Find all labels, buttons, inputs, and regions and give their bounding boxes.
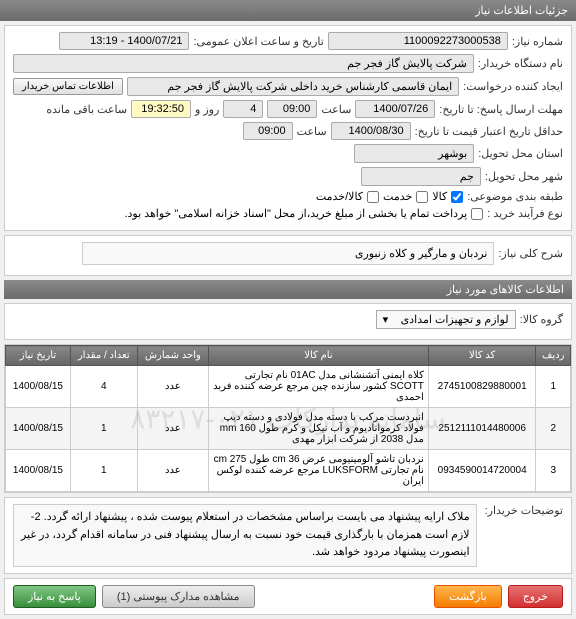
table-cell: انبردست مرکب با دسته مدل فولادی و دسته د… [209,408,429,450]
notes-label: توضیحات خریدار: [485,504,563,567]
table-cell: کلاه ایمنی آتشنشانی مدل 01AC نام تجارتی … [209,366,429,408]
validity-label: حداقل تاریخ اعتبار قیمت تا تاریخ: [415,125,563,138]
validity-date: 1400/08/30 [331,122,411,140]
col-qty: تعداد / مقدار [70,346,137,366]
bottom-bar: خروج بازگشت مشاهده مدارک پیوستی (1) پاسخ… [4,578,572,615]
requester-value: ایمان قاسمی کارشناس خرید داخلی شرکت پالا… [127,77,459,96]
city-label: شهر محل تحویل: [485,170,563,183]
announce-value: 1400/07/21 - 13:19 [59,32,189,50]
desc-box: شرح کلی نیاز: نردبان و مارگیر و کلاه زنب… [4,235,572,276]
cat-goods-checkbox[interactable] [451,191,463,203]
process-checkbox[interactable] [471,208,483,220]
deadline-label: مهلت ارسال پاسخ: تا تاریخ: [439,103,563,116]
panel-header: جزئیات اطلاعات نیاز [0,0,576,21]
cat-service-checkbox[interactable] [416,191,428,203]
form-section: شماره نیاز: 1100092273000538 تاریخ و ساع… [4,25,572,231]
table-header-row: ردیف کد کالا نام کالا واحد شمارش تعداد /… [6,346,571,366]
group-select[interactable]: لوازم و تجهیزات امدادی ▾ [376,310,516,329]
city-value: جم [361,167,481,186]
answer-button[interactable]: پاسخ به نیاز [13,585,96,608]
province-value: بوشهر [354,144,474,163]
table-cell: 1 [70,450,137,492]
time-remaining: 19:32:50 [131,100,191,118]
time-label-2: ساعت [297,125,327,138]
days-label: روز و [195,103,219,116]
table-cell: 1400/08/15 [6,366,71,408]
announce-label: تاریخ و ساعت اعلان عمومی: [193,35,323,48]
cat-goods-check: کالا [432,190,463,203]
cat-gs-check: کالا/خدمت [316,190,379,203]
time-rem-label: ساعت باقی مانده [46,103,127,116]
goods-section-title: اطلاعات کالاهای مورد نیاز [4,280,572,299]
back-button[interactable]: بازگشت [434,585,502,608]
table-cell: 1400/08/15 [6,450,71,492]
need-no-value: 1100092273000538 [328,32,508,50]
table-row[interactable]: 12745100829880001کلاه ایمنی آتشنشانی مدل… [6,366,571,408]
cat-gs-checkbox[interactable] [367,191,379,203]
table-cell: 1 [70,408,137,450]
device-value: شرکت پالایش گاز فجر جم [13,54,474,73]
cat-service-check: خدمت [383,190,428,203]
table-cell: نردبان تاشو آلومینیومی عرض 36 cm طول 275… [209,450,429,492]
category-label: طبقه بندی موضوعی: [467,190,563,203]
device-label: نام دستگاه خریدار: [478,57,563,70]
col-date: تاریخ نیاز [6,346,71,366]
requester-label: ایجاد کننده درخواست: [463,80,563,93]
goods-table-container: سامانه تدارکات ۰۲۱-۸۳۲۱۷ ردیف کد کالا نا… [4,344,572,493]
validity-time: 09:00 [243,122,293,140]
table-cell: عدد [137,366,208,408]
table-cell: 3 [536,450,571,492]
table-row[interactable]: 22512111014480006انبردست مرکب با دسته مد… [6,408,571,450]
province-label: استان محل تحویل: [478,147,563,160]
goods-table: ردیف کد کالا نام کالا واحد شمارش تعداد /… [5,345,571,492]
notes-box: توضیحات خریدار: ملاک ارایه پیشنهاد می با… [4,497,572,574]
group-box: گروه کالا: لوازم و تجهیزات امدادی ▾ [4,303,572,340]
col-name: نام کالا [209,346,429,366]
table-cell: 1400/08/15 [6,408,71,450]
table-cell: 0934590014720004 [428,450,536,492]
need-no-label: شماره نیاز: [512,35,563,48]
table-cell: عدد [137,450,208,492]
contact-button[interactable]: اطلاعات تماس خریدار [13,78,123,95]
table-cell: 2 [536,408,571,450]
panel-title: جزئیات اطلاعات نیاز [475,5,568,17]
process-check: پرداخت تمام یا بخشی از مبلغ خرید،از محل … [124,207,483,220]
table-cell: عدد [137,408,208,450]
notes-text: ملاک ارایه پیشنهاد می بایست براساس مشخصا… [13,504,477,567]
attach-button[interactable]: مشاهده مدارک پیوستی (1) [102,585,255,608]
col-idx: ردیف [536,346,571,366]
deadline-date: 1400/07/26 [355,100,435,118]
deadline-time: 09:00 [267,100,317,118]
table-cell: 4 [70,366,137,408]
group-label: گروه کالا: [520,313,563,326]
exit-button[interactable]: خروج [508,585,563,608]
table-row[interactable]: 30934590014720004نردبان تاشو آلومینیومی … [6,450,571,492]
table-cell: 1 [536,366,571,408]
desc-value: نردبان و مارگیر و کلاه زنبوری [82,242,495,265]
col-unit: واحد شمارش [137,346,208,366]
table-cell: 2512111014480006 [428,408,536,450]
days-remaining: 4 [223,100,263,118]
col-code: کد کالا [428,346,536,366]
table-cell: 2745100829880001 [428,366,536,408]
process-label: نوع فرآیند خرید : [487,207,563,220]
desc-label: شرح کلی نیاز: [498,247,563,260]
time-label-1: ساعت [321,103,351,116]
chevron-down-icon: ▾ [383,313,389,326]
